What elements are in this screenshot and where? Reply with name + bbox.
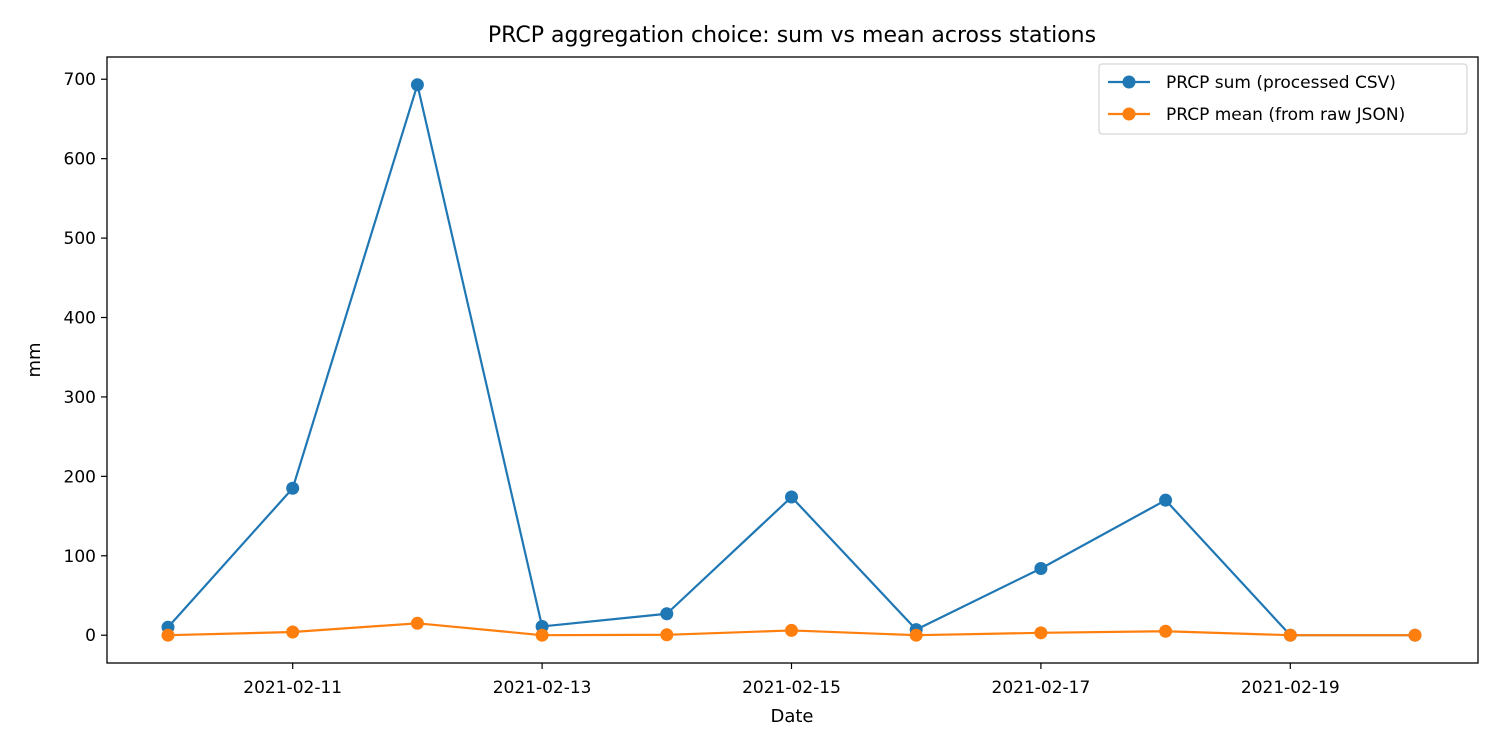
- x-tick-label: 2021-02-17: [992, 678, 1091, 698]
- x-tick-label: 2021-02-19: [1241, 678, 1340, 698]
- series-1-point: [785, 490, 798, 504]
- x-tick-label: 2021-02-11: [243, 678, 342, 698]
- y-tick-label: 100: [64, 547, 96, 567]
- series-2-point: [1159, 624, 1173, 638]
- legend-marker-1: [1122, 75, 1136, 89]
- chart-title: PRCP aggregation choice: sum vs mean acr…: [488, 23, 1096, 48]
- y-tick-label: 500: [64, 229, 96, 249]
- plot-frame: [106, 56, 1479, 664]
- y-axis-label: mm: [24, 342, 45, 377]
- y-tick-label: 0: [85, 626, 96, 646]
- y-tick-label: 300: [64, 388, 96, 408]
- series-1-point: [1034, 561, 1048, 575]
- y-tick-label: 200: [64, 467, 96, 487]
- y-tick-label: 400: [64, 309, 96, 329]
- series-2-point: [286, 625, 300, 639]
- legend-marker-2: [1122, 107, 1136, 121]
- legend-label-1: PRCP sum (processed CSV): [1166, 73, 1396, 93]
- y-tick-label: 600: [64, 150, 96, 170]
- x-tick-label: 2021-02-13: [493, 678, 592, 698]
- series-2-point: [785, 623, 798, 637]
- series-2-point: [1408, 628, 1422, 642]
- series-2-point: [909, 628, 923, 642]
- x-tick-label: 2021-02-15: [742, 678, 841, 698]
- legend-box: [1098, 63, 1468, 135]
- series-2-point: [660, 628, 674, 642]
- series-1-point: [1159, 493, 1173, 507]
- series-1-point: [410, 78, 424, 92]
- series-2-point: [1034, 626, 1048, 640]
- series-2-point: [161, 628, 175, 642]
- x-axis-label: Date: [770, 706, 813, 727]
- legend: PRCP sum (processed CSV) PRCP mean (from …: [1098, 63, 1468, 135]
- series-2-point: [535, 628, 549, 642]
- series-2-point: [1283, 628, 1297, 642]
- series-2-point: [410, 616, 424, 630]
- y-tick-label: 700: [64, 70, 96, 90]
- plot-area: [161, 78, 1422, 642]
- series-1-point: [286, 481, 300, 495]
- legend-label-2: PRCP mean (from raw JSON): [1166, 105, 1405, 125]
- series-1-point: [660, 607, 674, 621]
